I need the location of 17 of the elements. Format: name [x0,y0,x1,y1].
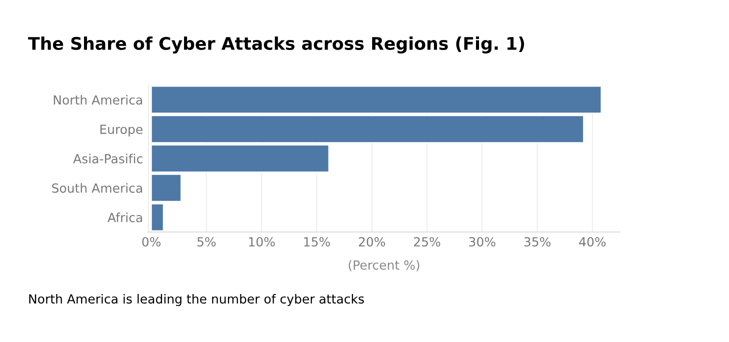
x-tick-label: 25% [414,237,440,247]
y-tick-label: Asia-Pasific [73,154,142,164]
chart-title: The Share of Cyber Attacks across Regions (Fig. 1) [28,36,524,54]
x-tick-label: 20% [358,237,386,247]
y-tick-label: Africa [108,212,142,222]
x-tick-label: 10% [249,237,275,247]
y-tick-label: South America [52,183,142,193]
text: North America is leading the number of cyber attacks [29,294,364,306]
y-tick-label: Europe [100,124,142,136]
y-tick-label: North America [54,94,142,105]
x-tick-label: 30% [469,237,496,247]
x-tick-label: 35% [524,237,550,247]
x-tick-label: 15% [304,237,330,247]
x-axis-title: (Percent %) [348,260,420,272]
x-tick-label: 40% [579,237,606,247]
x-tick-label: 0% [142,237,161,247]
x-tick-label: 5% [198,237,216,247]
